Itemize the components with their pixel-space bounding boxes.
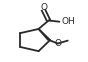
Text: OH: OH xyxy=(62,17,75,26)
Text: O: O xyxy=(40,3,47,12)
Text: O: O xyxy=(54,39,61,48)
